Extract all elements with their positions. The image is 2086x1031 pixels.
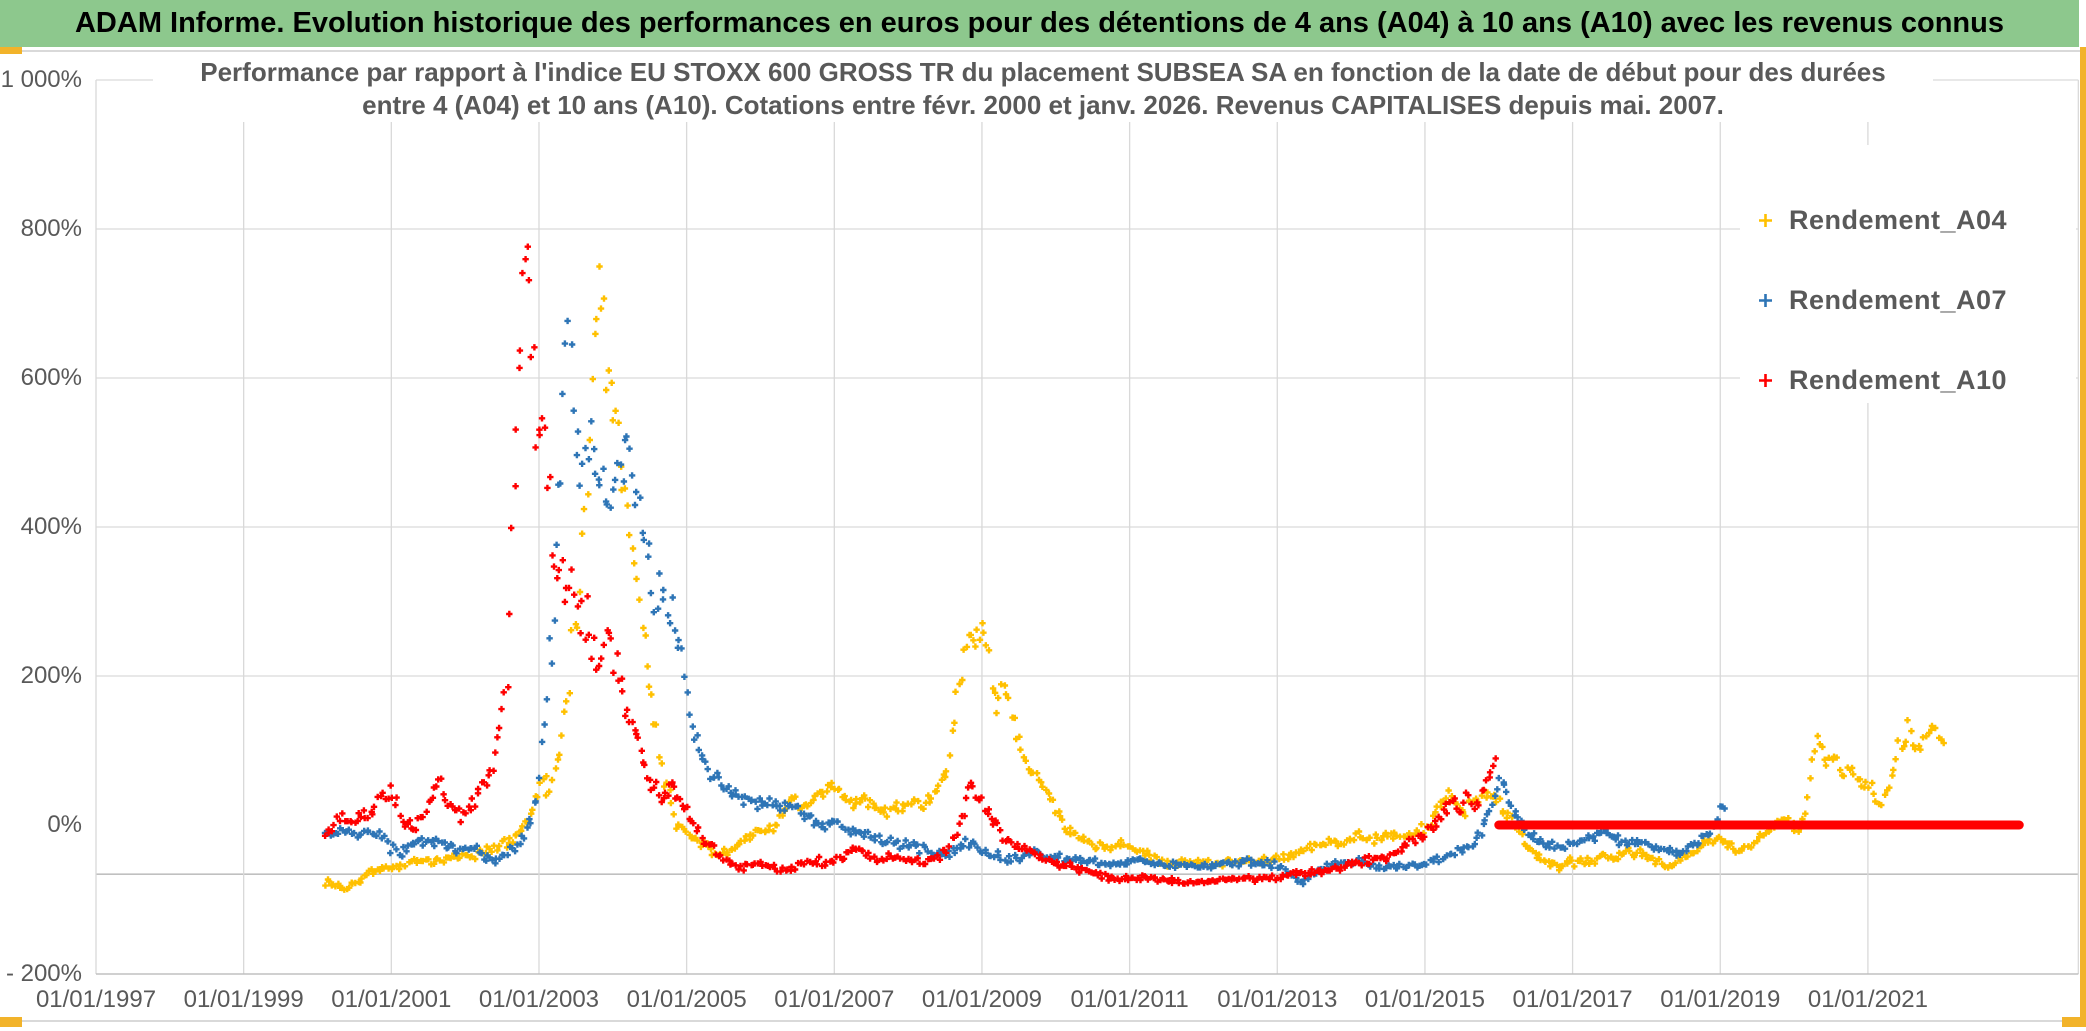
legend-item-rendement-a04[interactable]: Rendement_A04 [1758,200,2007,240]
chart-legend: Rendement_A04 Rendement_A07 Rendement_A1… [1740,145,2076,403]
legend-label: Rendement_A07 [1789,284,2008,315]
series-rendement_a10 [321,243,1499,887]
legend-item-rendement-a10[interactable]: Rendement_A10 [1758,360,2007,400]
top-left-gold-accent [0,47,22,54]
bottom-frame-line [0,1020,2086,1022]
legend-label: Rendement_A04 [1789,204,2008,235]
chart-title-line2: entre 4 (A04) et 10 ans (A10). Cotations… [362,90,1724,120]
legend-item-rendement-a07[interactable]: Rendement_A07 [1758,280,2007,320]
right-gold-strip [2080,47,2086,1027]
legend-label: Rendement_A10 [1789,364,2008,395]
series-rendement_a07 [321,317,1728,888]
page-title: ADAM Informe. Evolution historique des p… [0,0,2079,86]
series-rendement_a04 [322,263,1947,893]
plus-marker-icon [1759,293,1772,307]
top-frame-line [0,50,2086,52]
bottom-left-gold-accent [0,1017,22,1027]
plus-marker-icon [1759,373,1772,387]
chart-title-line1: Performance par rapport à l'indice EU ST… [200,57,1886,87]
chart-title: Performance par rapport à l'indice EU ST… [153,56,1933,122]
plus-marker-icon [1759,213,1772,227]
bottom-right-gold-accent [2062,1017,2086,1027]
